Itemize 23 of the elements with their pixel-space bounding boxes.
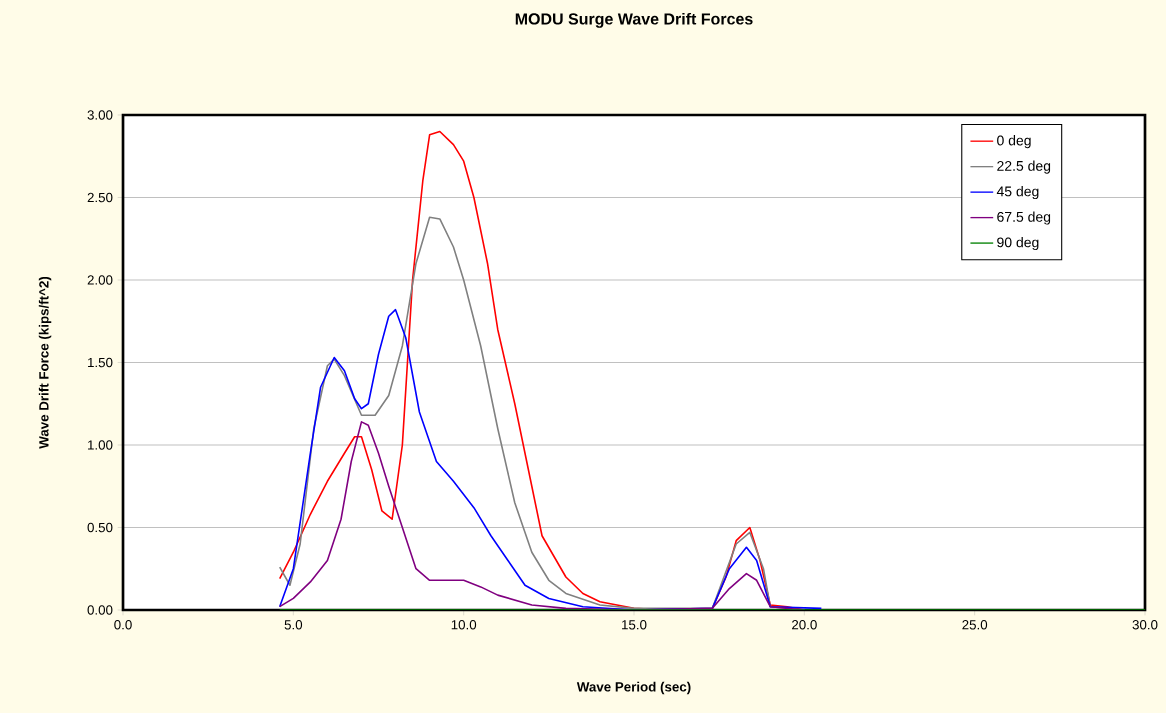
legend-label: 45 deg xyxy=(996,186,1039,200)
legend-label: 0 deg xyxy=(997,135,1031,149)
y-tick-label: 0.00 xyxy=(87,605,113,615)
x-axis-title: Wave Period (sec) xyxy=(576,681,691,695)
legend-label: 90 deg xyxy=(997,237,1039,251)
y-tick-label: 1.00 xyxy=(88,440,113,450)
y-tick-label: 2.50 xyxy=(87,192,113,203)
x-tick-label: 15.0 xyxy=(622,620,647,630)
x-tick-label: 10.0 xyxy=(451,620,477,630)
y-axis-title: Wave Drift Force (kips/ft^2) xyxy=(38,276,52,449)
y-tick-label: 2.00 xyxy=(87,275,113,285)
x-tick-label: 30.0 xyxy=(1132,620,1158,630)
y-tick-label: 0.50 xyxy=(87,522,113,533)
x-tick-label: 25.0 xyxy=(962,620,988,630)
chart-title: MODU Surge Wave Drift Forces xyxy=(515,12,753,28)
x-tick-label: 5.0 xyxy=(284,620,303,630)
legend-label: 22.5 deg xyxy=(997,160,1051,174)
y-tick-label: 3.00 xyxy=(87,110,113,120)
x-tick-label: 0.0 xyxy=(114,620,132,630)
legend-label: 67.5 deg xyxy=(997,211,1051,225)
line-series xyxy=(278,308,823,610)
y-tick-label: 1.50 xyxy=(88,357,113,368)
x-tick-label: 20.0 xyxy=(792,620,817,630)
